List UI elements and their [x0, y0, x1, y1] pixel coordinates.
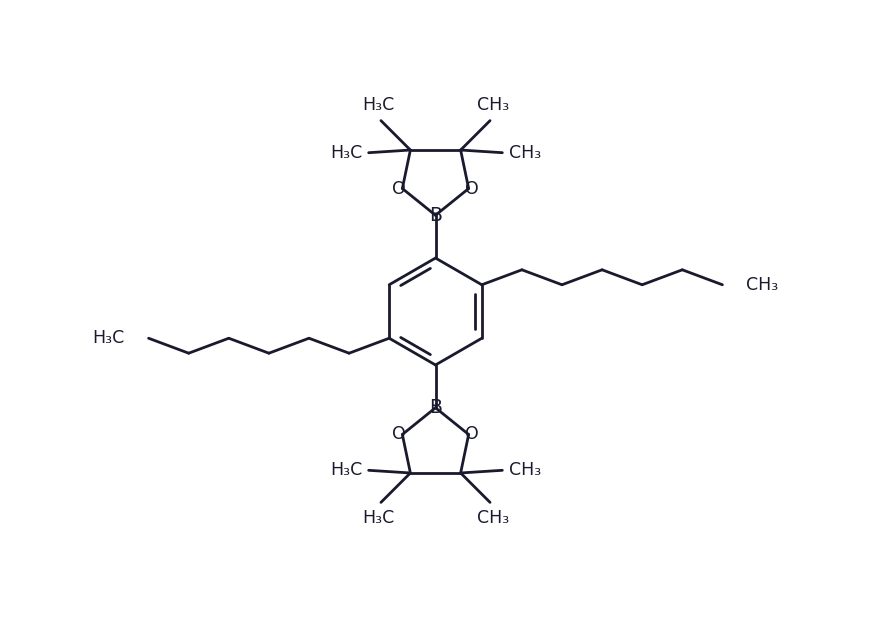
Text: O: O: [392, 426, 406, 444]
Text: O: O: [465, 426, 479, 444]
Text: H₃C: H₃C: [330, 144, 362, 162]
Text: H₃C: H₃C: [92, 329, 125, 347]
Text: H₃C: H₃C: [362, 95, 395, 113]
Text: H₃C: H₃C: [330, 461, 362, 479]
Text: CH₃: CH₃: [509, 144, 541, 162]
Text: B: B: [429, 206, 442, 225]
Text: O: O: [465, 179, 479, 197]
Text: CH₃: CH₃: [746, 276, 779, 294]
Text: H₃C: H₃C: [362, 510, 395, 528]
Text: CH₃: CH₃: [509, 461, 541, 479]
Text: O: O: [392, 179, 406, 197]
Text: B: B: [429, 398, 442, 417]
Text: CH₃: CH₃: [476, 510, 509, 528]
Text: CH₃: CH₃: [476, 95, 509, 113]
